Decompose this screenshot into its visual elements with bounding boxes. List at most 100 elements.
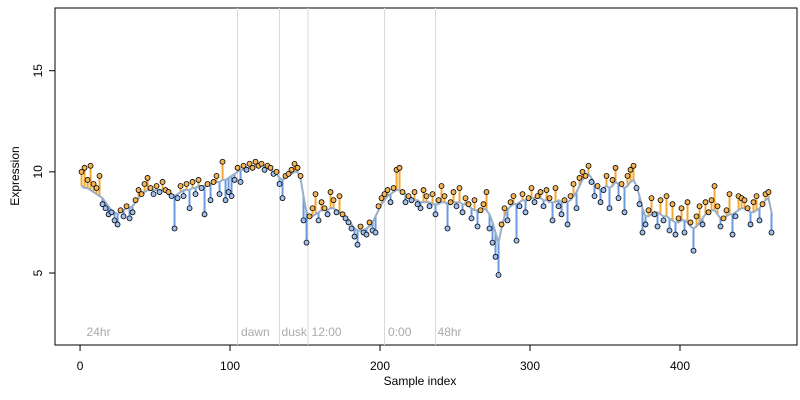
data-point [300, 217, 307, 224]
data-point [195, 177, 202, 183]
data-point [285, 170, 292, 177]
data-point [759, 201, 766, 208]
data-point [723, 207, 730, 214]
data-point [507, 199, 514, 206]
annotation: dawn [241, 325, 270, 339]
data-point [234, 164, 241, 171]
data-point [384, 187, 391, 193]
data-point [318, 199, 325, 206]
data-point [381, 191, 388, 197]
data-point [186, 205, 193, 212]
data-point [249, 164, 256, 171]
data-point [465, 201, 472, 208]
data-point [297, 172, 304, 179]
data-point [528, 185, 535, 191]
data-point [462, 195, 469, 202]
data-point [174, 195, 181, 202]
data-point [558, 211, 565, 218]
data-point [357, 223, 364, 230]
data-point [573, 205, 580, 212]
data-point [216, 191, 223, 197]
data-point [354, 241, 361, 248]
data-point [375, 203, 382, 210]
data-point [633, 185, 640, 191]
data-point [702, 199, 709, 206]
annotation: dusk [282, 325, 308, 339]
data-point [684, 199, 691, 206]
x-tick-label: 400 [670, 359, 690, 373]
data-point [582, 172, 589, 179]
data-point [210, 179, 217, 185]
data-point [450, 189, 457, 195]
data-point [714, 203, 721, 210]
data-point [609, 177, 616, 183]
data-point [546, 195, 553, 202]
data-point [504, 217, 511, 224]
data-point [519, 191, 526, 197]
data-point [711, 183, 718, 189]
data-point [222, 197, 229, 204]
data-point [336, 193, 343, 200]
data-point [177, 183, 184, 189]
data-point [291, 160, 298, 167]
data-point [378, 195, 385, 202]
data-point [453, 203, 460, 210]
data-point [129, 209, 136, 216]
data-point [591, 193, 598, 200]
data-point [243, 166, 250, 173]
data-point [153, 183, 160, 189]
data-point [624, 172, 631, 179]
data-point [654, 223, 661, 230]
data-point [396, 164, 403, 171]
data-point [540, 203, 547, 210]
data-point [441, 193, 448, 200]
data-point [603, 172, 610, 179]
annotation: 0:00 [388, 325, 412, 339]
data-point [729, 231, 736, 238]
data-point [171, 225, 178, 232]
data-point [192, 191, 199, 197]
data-point [501, 205, 508, 212]
data-point [429, 191, 436, 197]
data-point [204, 181, 211, 187]
annotation: 24hr [87, 325, 111, 339]
data-point [513, 237, 520, 244]
data-point [576, 175, 583, 181]
data-point [486, 225, 493, 232]
data-point [564, 221, 571, 228]
x-axis-label: Sample index [384, 374, 457, 388]
data-point [372, 229, 379, 236]
data-point [312, 191, 319, 197]
data-point [492, 253, 499, 260]
data-point [687, 219, 694, 226]
data-point [345, 219, 352, 226]
data-point [246, 160, 253, 167]
data-point [717, 223, 724, 230]
data-point [267, 164, 274, 171]
data-point [408, 197, 415, 204]
data-point [99, 201, 106, 208]
data-point [330, 197, 337, 204]
data-point [165, 189, 172, 195]
x-tick-label: 300 [520, 359, 540, 373]
data-point [315, 217, 322, 224]
x-tick-label: 100 [220, 359, 240, 373]
data-point [189, 179, 196, 185]
data-point [240, 162, 247, 169]
data-point [756, 217, 763, 224]
data-point [84, 177, 91, 183]
annotation: 48hr [438, 325, 462, 339]
data-point [126, 215, 133, 222]
data-point [81, 164, 88, 171]
data-point [645, 207, 652, 214]
data-point [387, 199, 394, 206]
data-point [144, 175, 151, 181]
plot-frame [54, 7, 798, 346]
data-point [681, 229, 688, 236]
data-point [324, 211, 331, 218]
data-point [648, 195, 655, 202]
data-point [489, 239, 496, 246]
data-point [675, 215, 682, 222]
